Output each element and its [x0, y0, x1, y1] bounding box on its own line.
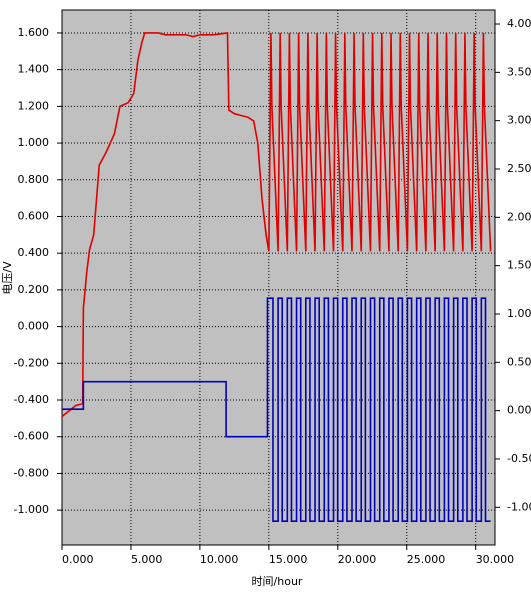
- y2-tick-label: -1.00: [507, 500, 531, 513]
- y-tick-label: 1.200: [18, 99, 50, 112]
- y-tick-label: 0.200: [18, 283, 50, 296]
- y-tick-label: 1.600: [18, 26, 50, 39]
- y2-tick-label: 0.50: [507, 355, 531, 368]
- x-tick-label: 0.000: [62, 553, 94, 566]
- x-tick-label: 15.000: [269, 553, 308, 566]
- y2-tick-label: 1.50: [507, 259, 531, 272]
- y2-tick-label: -0.50: [507, 452, 531, 465]
- y-tick-label: -0.400: [14, 393, 49, 406]
- y-tick-label: 0.400: [18, 246, 50, 259]
- y2-tick-label: 3.00: [507, 114, 531, 127]
- x-tick-label: 5.000: [131, 553, 163, 566]
- x-tick-label: 25.000: [407, 553, 446, 566]
- y-tick-label: 0.600: [18, 209, 50, 222]
- y-tick-label: -1.000: [14, 503, 49, 516]
- x-tick-label: 20.000: [338, 553, 377, 566]
- data-line: [61, 32, 492, 418]
- y2-tick-label: 0.00: [507, 404, 531, 417]
- y-tick-label: -0.200: [14, 356, 49, 369]
- y-tick-label: -0.800: [14, 466, 49, 479]
- x-tick-label: 10.000: [200, 553, 239, 566]
- y2-tick-label: 4.00: [507, 17, 531, 30]
- y-axis-label: 电压/V: [1, 261, 14, 295]
- y2-tick-label: 2.50: [507, 162, 531, 175]
- x-tick-label: 30.000: [476, 553, 515, 566]
- x-axis-label: 时间/hour: [252, 575, 303, 588]
- y-tick-label: 1.400: [18, 63, 50, 76]
- y2-tick-label: 2.00: [507, 210, 531, 223]
- y-tick-label: 0.800: [18, 173, 50, 186]
- y-tick-label: 1.000: [18, 136, 50, 149]
- y2-tick-label: 1.00: [507, 307, 531, 320]
- y-tick-label: 0.000: [18, 320, 50, 333]
- y-tick-label: -0.600: [14, 430, 49, 443]
- y2-tick-label: 3.50: [507, 65, 531, 78]
- data-line: [62, 297, 491, 522]
